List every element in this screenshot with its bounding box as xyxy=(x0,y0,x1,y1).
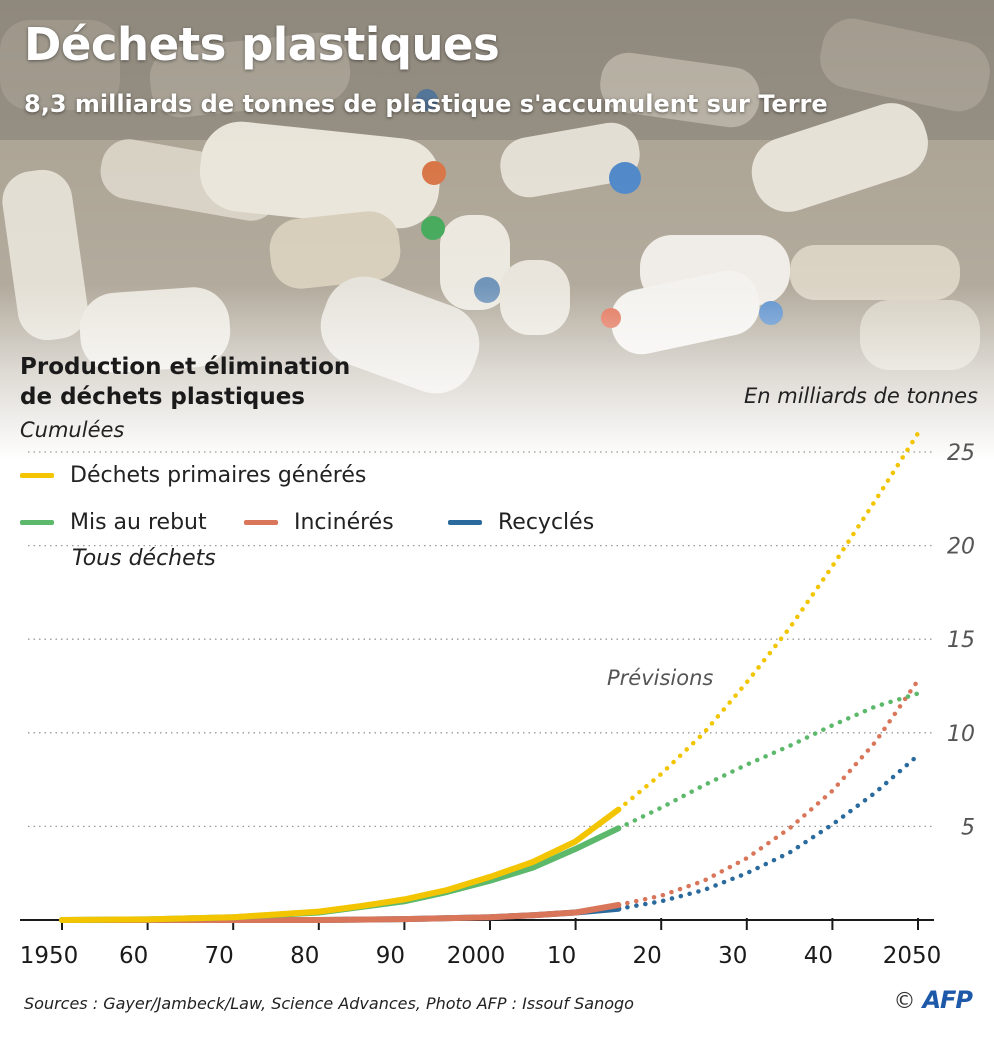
legend-discarded: Mis au rebut xyxy=(20,510,207,535)
background-photo xyxy=(0,0,994,460)
legend-swatch-primary xyxy=(20,473,54,478)
x-tick-label: 30 xyxy=(718,943,747,969)
x-tick-label: 20 xyxy=(633,943,662,969)
y-tick-label: 20 xyxy=(947,535,975,560)
x-tick-label: 10 xyxy=(547,943,576,969)
series-lines xyxy=(59,431,921,923)
y-tick-label: 15 xyxy=(947,628,975,653)
x-tick-label: 40 xyxy=(804,943,833,969)
y-tick-label: 10 xyxy=(947,722,975,747)
cumulative-label: Cumulées xyxy=(20,418,125,442)
x-axis: 1950 60 70 80 90 2000 10 20 30 40 2050 xyxy=(20,918,942,969)
legend-swatch-discarded xyxy=(20,520,54,525)
x-tick-label: 1950 xyxy=(20,943,79,969)
x-tick-label: 2050 xyxy=(883,943,942,969)
unit-label: En milliards de tonnes xyxy=(744,384,978,408)
series-forecast-incinerated xyxy=(616,678,921,908)
legend-incinerated: Incinérés xyxy=(244,510,394,535)
legend-primary: Déchets primaires générés xyxy=(20,463,366,488)
page-title: Déchets plastiques xyxy=(24,18,500,71)
series-forecast-recycled xyxy=(616,753,921,912)
series-line-primary xyxy=(59,806,622,923)
y-tick-label: 25 xyxy=(947,441,975,466)
grid-lines xyxy=(28,451,934,828)
afp-logo: AFP xyxy=(922,986,973,1014)
copyright-symbol: © xyxy=(893,989,916,1014)
legend-recycled: Recyclés xyxy=(448,510,594,535)
y-tick-label: 5 xyxy=(961,815,975,840)
x-tick-label: 2000 xyxy=(447,943,506,969)
all-waste-label: Tous déchets xyxy=(72,546,216,571)
legend-swatch-recycled xyxy=(448,520,482,525)
afp-credit: © AFP xyxy=(893,986,973,1014)
x-tick-label: 60 xyxy=(119,943,148,969)
y-tick-labels: 5 10 15 20 25 xyxy=(947,441,975,840)
chart-title-line1: Production et élimination xyxy=(20,354,351,380)
legend-label-incinerated: Incinérés xyxy=(294,510,394,535)
series-forecast-primary xyxy=(616,431,921,812)
sources-text: Sources : Gayer/Jambeck/Law, Science Adv… xyxy=(24,994,634,1013)
forecast-label: Prévisions xyxy=(607,666,714,690)
x-tick-label: 80 xyxy=(290,943,319,969)
legend-label-primary: Déchets primaires générés xyxy=(70,463,367,488)
legend-swatch-incinerated xyxy=(244,520,278,525)
legend-label-recycled: Recyclés xyxy=(498,510,595,535)
series-line-incinerated xyxy=(59,902,622,923)
x-tick-label: 90 xyxy=(376,943,405,969)
page-subtitle: 8,3 milliards de tonnes de plastique s'a… xyxy=(24,90,828,118)
x-tick-label: 70 xyxy=(205,943,234,969)
chart-title-line2: de déchets plastiques xyxy=(20,384,305,410)
legend-label-discarded: Mis au rebut xyxy=(70,510,207,535)
series-forecast-discarded xyxy=(616,691,921,831)
chart-title: Production et élimination de déchets pla… xyxy=(20,352,350,412)
